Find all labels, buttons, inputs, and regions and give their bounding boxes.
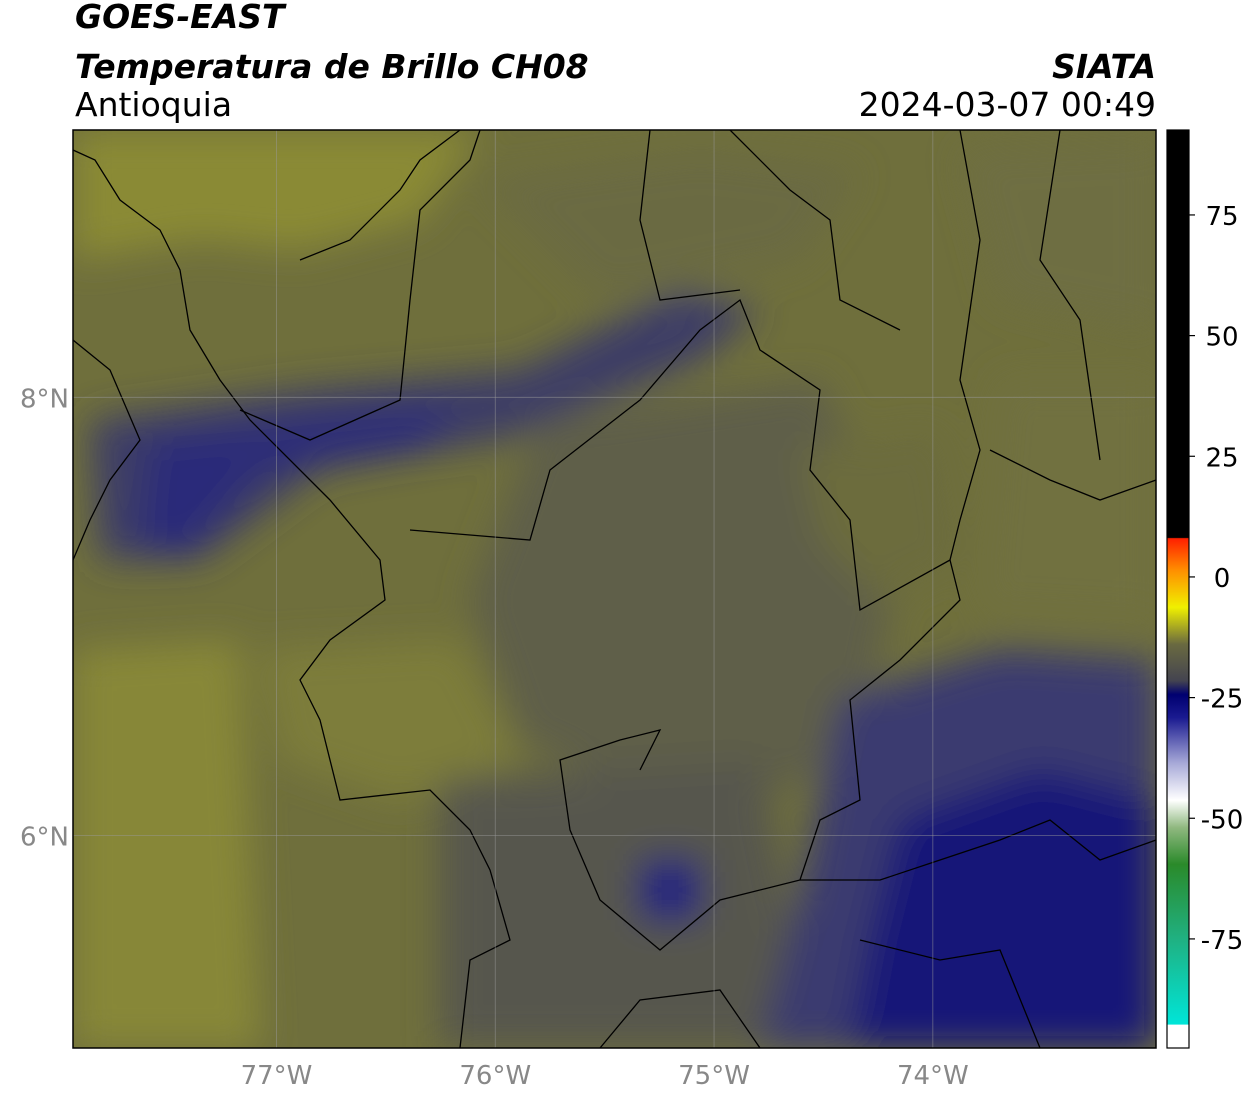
colorbar-tick-label: 50	[1205, 323, 1238, 353]
subtitle: Temperatura de Brillo CH08	[75, 47, 589, 86]
colorbar-tick-label: -50	[1201, 805, 1243, 835]
colorbar-tick-label: 75	[1205, 202, 1238, 232]
colorbar-tick-label: 0	[1214, 564, 1231, 594]
colorbar-tick-label: -75	[1201, 926, 1243, 956]
lon-tick-label: 77°W	[241, 1061, 313, 1091]
colorbar	[1166, 129, 1190, 1049]
map-image	[73, 130, 1156, 1048]
graticule	[73, 130, 1156, 1048]
lat-tick-label: 6°N	[20, 822, 69, 852]
map-frame	[72, 129, 1157, 1049]
lon-tick-label: 75°W	[678, 1061, 750, 1091]
datetime: 2024-03-07 00:49	[859, 85, 1156, 124]
source: SIATA	[1052, 47, 1156, 86]
title: GOES-EAST	[75, 0, 287, 36]
region: Antioquia	[75, 85, 232, 124]
colorbar-tick-label: -25	[1201, 685, 1243, 715]
colorbar-tick-label: 25	[1205, 443, 1238, 473]
lat-tick-label: 8°N	[20, 384, 69, 414]
lon-tick-label: 76°W	[459, 1061, 531, 1091]
lon-tick-label: 74°W	[897, 1061, 969, 1091]
